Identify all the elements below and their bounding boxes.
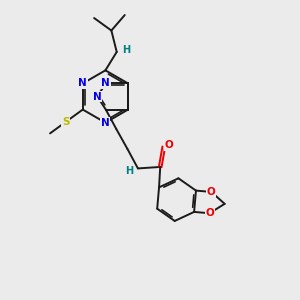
Text: N: N	[101, 78, 110, 88]
Text: N: N	[93, 92, 102, 101]
Text: O: O	[207, 187, 216, 197]
Text: H: H	[125, 166, 134, 176]
Text: H: H	[122, 44, 130, 55]
Text: N: N	[101, 118, 110, 128]
Text: O: O	[165, 140, 173, 150]
Text: S: S	[62, 117, 69, 127]
Text: O: O	[205, 208, 214, 218]
Text: N: N	[78, 78, 87, 88]
